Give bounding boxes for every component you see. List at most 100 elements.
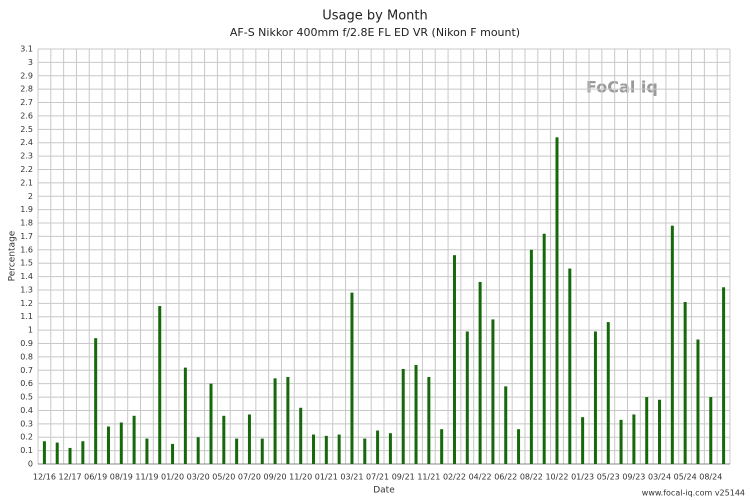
bar xyxy=(683,302,687,464)
bar xyxy=(658,399,662,464)
bar xyxy=(491,319,495,464)
bar xyxy=(119,422,123,464)
bar xyxy=(94,338,98,464)
bar xyxy=(478,281,482,464)
bar xyxy=(235,438,239,464)
y-tick-label: 0.6 xyxy=(20,379,33,388)
chart-subtitle: AF-S Nikkor 400mm f/2.8E FL ED VR (Nikon… xyxy=(230,26,520,39)
y-tick-label: 1 xyxy=(28,326,33,335)
x-tick-label: 07/20 xyxy=(238,473,261,482)
bar xyxy=(132,415,136,464)
x-tick-label: 01/21 xyxy=(315,473,338,482)
bar xyxy=(568,268,572,464)
footer: www.focal-iq.com v25144 xyxy=(642,489,745,498)
y-tick-label: 2.3 xyxy=(20,152,33,161)
y-tick-label: 0 xyxy=(28,460,33,469)
x-tick-label: 08/22 xyxy=(520,473,543,482)
bar xyxy=(452,255,456,464)
bar xyxy=(670,225,674,464)
bar xyxy=(465,331,469,464)
x-tick-label: 03/21 xyxy=(340,473,363,482)
x-tick-label: 11/21 xyxy=(417,473,440,482)
x-tick-label: 01/20 xyxy=(161,473,184,482)
bar xyxy=(722,287,726,464)
bar xyxy=(606,322,610,464)
x-tick-label: 09/20 xyxy=(264,473,287,482)
bar xyxy=(376,430,380,464)
y-tick-label: 0.9 xyxy=(20,339,33,348)
bar xyxy=(517,429,521,464)
y-tick-label: 0.5 xyxy=(20,393,33,402)
y-tick-label: 1.1 xyxy=(20,312,33,321)
x-tick-label: 09/21 xyxy=(392,473,415,482)
bar xyxy=(299,407,303,464)
bar xyxy=(619,419,623,464)
y-tick-label: 0.7 xyxy=(20,366,33,375)
bar xyxy=(42,441,46,464)
bar xyxy=(401,368,405,464)
y-tick-label: 1.8 xyxy=(20,219,33,228)
x-tick-label: 05/24 xyxy=(674,473,697,482)
bar xyxy=(171,443,175,464)
bar xyxy=(350,292,354,464)
y-axis-label: Percentage xyxy=(8,230,18,281)
x-axis-label: Date xyxy=(373,486,395,496)
y-tick-label: 2.5 xyxy=(20,125,33,134)
bar xyxy=(209,383,213,464)
bar xyxy=(388,433,392,464)
y-tick-label: 0.1 xyxy=(20,446,33,455)
y-tick-label: 1.7 xyxy=(20,232,33,241)
x-tick-label: 06/19 xyxy=(84,473,107,482)
bar xyxy=(106,426,110,464)
y-tick-label: 1.4 xyxy=(20,272,33,281)
x-tick-label: 03/20 xyxy=(187,473,210,482)
y-tick-label: 2 xyxy=(28,192,33,201)
x-tick-label: 05/23 xyxy=(597,473,620,482)
y-tick-label: 1.9 xyxy=(20,205,33,214)
bar xyxy=(324,435,328,464)
bar xyxy=(555,137,559,464)
bar xyxy=(55,442,59,464)
x-tick-label: 06/22 xyxy=(494,473,517,482)
y-tick-label: 3 xyxy=(28,58,33,67)
y-tick-label: 2.2 xyxy=(20,165,33,174)
y-tick-label: 1.3 xyxy=(20,285,33,294)
logo: FoCal iq xyxy=(586,78,658,97)
bar xyxy=(312,434,316,464)
x-tick-label: 11/19 xyxy=(135,473,158,482)
y-tick-label: 2.7 xyxy=(20,98,33,107)
x-tick-label: 09/23 xyxy=(622,473,645,482)
bar xyxy=(593,331,597,464)
y-tick-label: 0.2 xyxy=(20,433,33,442)
bar xyxy=(529,249,533,464)
y-tick-label: 2.4 xyxy=(20,138,33,147)
y-tick-label: 0.8 xyxy=(20,352,33,361)
x-tick-label: 11/20 xyxy=(289,473,312,482)
x-tick-label: 07/21 xyxy=(366,473,389,482)
bar xyxy=(68,447,72,464)
bar xyxy=(222,415,226,464)
bar xyxy=(183,367,187,464)
x-tick-label: 12/17 xyxy=(59,473,82,482)
bar xyxy=(504,386,508,464)
bar xyxy=(414,364,418,464)
y-tick-label: 2.1 xyxy=(20,178,33,187)
y-tick-label: 1.5 xyxy=(20,259,33,268)
bar xyxy=(632,414,636,464)
y-tick-label: 3.1 xyxy=(20,45,33,54)
y-tick-label: 2.9 xyxy=(20,71,33,80)
bar xyxy=(337,434,341,464)
y-tick-label: 1.2 xyxy=(20,299,33,308)
x-tick-label: 01/23 xyxy=(571,473,594,482)
bar xyxy=(286,376,290,464)
x-tick-label: 03/24 xyxy=(648,473,671,482)
bar xyxy=(440,429,444,464)
x-tick-label: 02/22 xyxy=(443,473,466,482)
x-tick-label: 04/22 xyxy=(469,473,492,482)
bar xyxy=(427,376,431,464)
x-tick-label: 08/19 xyxy=(110,473,133,482)
bar xyxy=(196,437,200,464)
bar xyxy=(273,378,277,464)
y-tick-label: 1.6 xyxy=(20,245,33,254)
